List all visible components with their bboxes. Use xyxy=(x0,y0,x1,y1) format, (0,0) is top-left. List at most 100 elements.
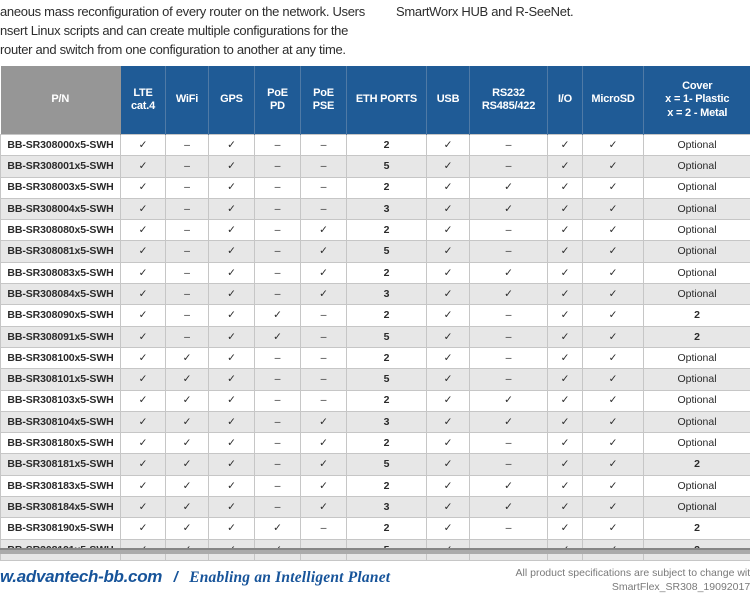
table-row: BB-SR308103x5-SWH ✓ ✓ ✓ – –2 ✓ ✓ ✓ ✓ Optional xyxy=(0,389,750,412)
value-cell: 5 xyxy=(346,453,427,476)
value-cell: 3 xyxy=(346,496,427,519)
intro-line: nsert Linux scripts and can create multi… xyxy=(0,23,349,38)
value-cell: – xyxy=(254,176,301,199)
value-cell: ✓ xyxy=(426,410,470,434)
value-cell: ✓ xyxy=(582,496,644,519)
value-cell: ✓ xyxy=(469,410,548,434)
value-cell: ✓ xyxy=(120,432,166,455)
table-row: BB-SR308184x5-SWH ✓ ✓ ✓ – ✓ 3 ✓ ✓ ✓ ✓ Optional xyxy=(0,496,750,519)
value-cell: 2 xyxy=(346,517,427,540)
value-cell: Optional xyxy=(643,389,750,412)
value-cell: ✓ xyxy=(582,346,644,370)
table-row: BB-SR308090x5-SWH ✓ – ✓ ✓ –2 ✓ – ✓ ✓ 2 xyxy=(0,304,750,327)
value-cell: ✓ xyxy=(582,453,644,476)
value-cell: ✓ xyxy=(208,410,255,434)
pn-cell: BB-SR308104x5-SWH xyxy=(0,410,121,434)
value-cell: – xyxy=(165,325,209,348)
value-cell: ✓ xyxy=(120,453,166,476)
value-cell: ✓ xyxy=(120,346,166,370)
value-cell: ✓ xyxy=(120,219,166,242)
value-cell: ✓ xyxy=(165,432,209,455)
value-cell: – xyxy=(254,197,301,221)
value-cell: 2 xyxy=(346,304,427,327)
col-header-pn: P/N xyxy=(0,66,121,135)
value-cell: ✓ xyxy=(208,325,255,348)
value-cell: – xyxy=(469,133,548,157)
value-cell: ✓ xyxy=(300,474,347,498)
value-cell: – xyxy=(469,240,548,263)
value-cell: ✓ xyxy=(426,325,470,348)
table-row: BB-SR308180x5-SWH ✓ ✓ ✓ – ✓ 2 ✓ – ✓ ✓ Optional xyxy=(0,432,750,455)
table-row: BB-SR308001x5-SWH ✓ – ✓ – –5 ✓ – ✓ ✓ Optional xyxy=(0,155,750,178)
value-cell: Optional xyxy=(643,133,750,157)
intro-line: aneous mass reconfiguration of every rou… xyxy=(0,4,365,19)
value-cell: – xyxy=(254,283,301,306)
value-cell: ✓ xyxy=(208,176,255,199)
value-cell: ✓ xyxy=(547,517,583,540)
table-row: BB-SR308104x5-SWH ✓ ✓ ✓ – ✓ 3 ✓ ✓ ✓ ✓ Optional xyxy=(0,410,750,434)
document-id: SmartFlex_SR308_19092017d xyxy=(611,581,750,593)
col-header-lte: LTE cat.4 xyxy=(120,66,166,135)
value-cell: Optional xyxy=(643,261,750,285)
value-cell: ✓ xyxy=(469,261,548,285)
value-cell: – xyxy=(300,176,347,199)
value-cell: ✓ xyxy=(208,474,255,498)
value-cell: – xyxy=(254,496,301,519)
value-cell: 2 xyxy=(643,304,750,327)
value-cell: ✓ xyxy=(426,261,470,285)
value-cell: ✓ xyxy=(582,133,644,157)
value-cell: Optional xyxy=(643,176,750,199)
value-cell: 2 xyxy=(643,325,750,348)
value-cell: – xyxy=(300,346,347,370)
pn-cell: BB-SR308080x5-SWH xyxy=(0,219,121,242)
value-cell: 2 xyxy=(643,453,750,476)
value-cell: ✓ xyxy=(426,240,470,263)
value-cell: – xyxy=(300,389,347,412)
value-cell: ✓ xyxy=(582,219,644,242)
value-cell: – xyxy=(254,389,301,412)
value-cell: ✓ xyxy=(582,517,644,540)
value-cell: 2 xyxy=(346,389,427,412)
intro-paragraph-right: SmartWorx HUB and R-SeeNet. xyxy=(396,2,574,21)
value-cell: ✓ xyxy=(165,453,209,476)
value-cell: ✓ xyxy=(547,304,583,327)
value-cell: – xyxy=(165,197,209,221)
value-cell: ✓ xyxy=(426,283,470,306)
value-cell: ✓ xyxy=(300,240,347,263)
value-cell: – xyxy=(469,304,548,327)
value-cell: ✓ xyxy=(208,453,255,476)
value-cell: ✓ xyxy=(547,155,583,178)
value-cell: ✓ xyxy=(426,155,470,178)
value-cell: – xyxy=(165,133,209,157)
value-cell: 2 xyxy=(643,517,750,540)
value-cell: ✓ xyxy=(547,410,583,434)
pn-cell: BB-SR308190x5-SWH xyxy=(0,517,121,540)
value-cell: ✓ xyxy=(165,496,209,519)
pn-cell: BB-SR308091x5-SWH xyxy=(0,325,121,348)
footer-disclaimer: All product specifications are subject t… xyxy=(516,566,750,594)
value-cell: 2 xyxy=(346,346,427,370)
pn-cell: BB-SR308181x5-SWH xyxy=(0,453,121,476)
value-cell: ✓ xyxy=(426,304,470,327)
value-cell: ✓ xyxy=(208,261,255,285)
value-cell: ✓ xyxy=(547,432,583,455)
value-cell: – xyxy=(254,432,301,455)
value-cell: Optional xyxy=(643,155,750,178)
value-cell: ✓ xyxy=(208,389,255,412)
value-cell: Optional xyxy=(643,474,750,498)
value-cell: 2 xyxy=(346,474,427,498)
pn-cell: BB-SR308101x5-SWH xyxy=(0,368,121,391)
value-cell: 5 xyxy=(346,155,427,178)
value-cell: – xyxy=(469,368,548,391)
value-cell: ✓ xyxy=(547,368,583,391)
value-cell: Optional xyxy=(643,368,750,391)
value-cell: Optional xyxy=(643,410,750,434)
value-cell: ✓ xyxy=(300,410,347,434)
value-cell: Optional xyxy=(643,496,750,519)
value-cell: ✓ xyxy=(300,219,347,242)
value-cell: ✓ xyxy=(582,325,644,348)
pn-cell: BB-SR308180x5-SWH xyxy=(0,432,121,455)
value-cell: – xyxy=(300,197,347,221)
value-cell: ✓ xyxy=(426,176,470,199)
value-cell: ✓ xyxy=(547,389,583,412)
